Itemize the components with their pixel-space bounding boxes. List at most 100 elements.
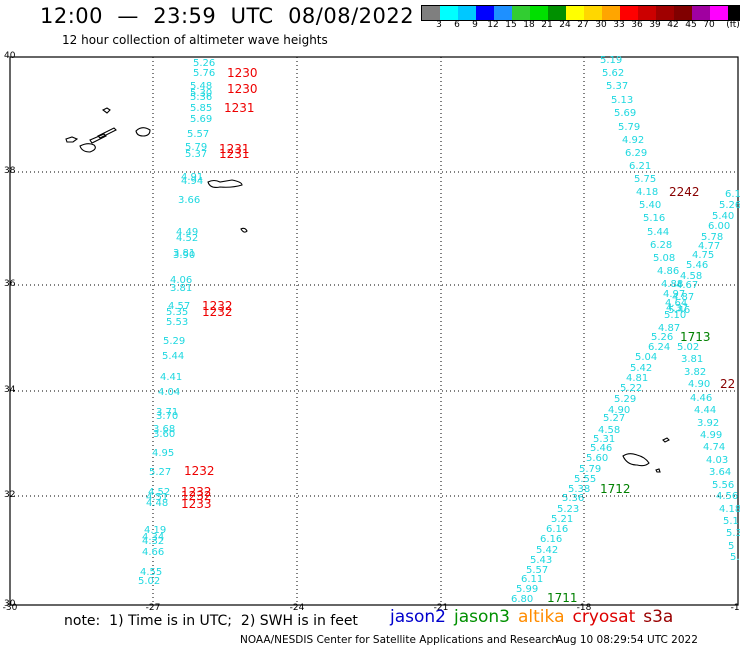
colorbar-swatch [584, 6, 602, 20]
swh-value-middle-track: 4.90 [608, 405, 630, 416]
colorbar-tick: 27 [577, 20, 589, 30]
swh-value-middle-track: 6.29 [625, 148, 647, 159]
lat-label: 34 [4, 385, 16, 395]
colorbar-tick: 15 [505, 20, 517, 30]
colorbar-swatch [458, 6, 476, 20]
lat-label: 36 [4, 279, 16, 289]
swh-value-middle-track: 4.64 [665, 298, 687, 309]
island-outline [97, 127, 117, 139]
swh-value-left-track: 5.27 [149, 467, 171, 478]
colorbar-swatch [566, 6, 584, 20]
colorbar-swatch [638, 6, 656, 20]
swh-value-middle-track: 6.80 [511, 594, 533, 605]
colorbar-tick: 24 [559, 20, 571, 30]
swh-value-left-track: 4.52 [148, 487, 170, 498]
swh-value-left-track: 4.06 [170, 275, 192, 286]
swh-value-middle-track: 5.79 [579, 464, 601, 475]
colorbar-tick: 6 [454, 20, 460, 30]
lat-label: 40 [4, 51, 16, 61]
swh-value-middle-track: 5.10 [664, 310, 686, 321]
swh-value-middle-track: 5.42 [536, 545, 558, 556]
swh-value-middle-track: 6.11 [521, 574, 543, 585]
swh-value-middle-track: 5.44 [647, 227, 669, 238]
colorbar-swatch [656, 6, 674, 20]
swh-value-middle-track: 4.86 [657, 266, 679, 277]
swh-value-right-track: 4.03 [706, 455, 728, 466]
swh-value-middle-track: 4.87 [658, 323, 680, 334]
legend-jason3: jason3 [454, 607, 510, 627]
colorbar-swatch [530, 6, 548, 20]
island-outline [65, 136, 79, 143]
swh-value-right-track: 4.67 [676, 280, 698, 291]
colorbar-swatch [440, 6, 458, 20]
swh-value-right-track: 5.1 [723, 516, 739, 527]
swh-value-left-track: 5.29 [163, 336, 185, 347]
swh-value-middle-track: 5.69 [614, 108, 636, 119]
swh-value-right-track: 3.82 [684, 367, 706, 378]
wave-height-colorbar [421, 5, 740, 21]
swh-value-right-track: 4.44 [694, 405, 716, 416]
swh-value-right-track: 5.46 [686, 260, 708, 271]
legend-jason2: jason2 [390, 607, 446, 627]
swh-value-middle-track: 5.22 [620, 383, 642, 394]
colorbar-tick: 42 [667, 20, 679, 30]
legend-s3a: s3a [643, 607, 674, 627]
swh-value-middle-track: 5.26 [651, 332, 673, 343]
swh-value-right-track: 3.92 [697, 418, 719, 429]
swh-value-middle-track: 4.58 [598, 425, 620, 436]
swh-value-left-track: 5.85 [190, 103, 212, 114]
lat-label: 38 [4, 166, 16, 176]
colorbar-tick: 12 [487, 20, 499, 30]
swh-value-left-track: 4.91 [181, 172, 203, 183]
swh-value-middle-track: 5.13 [611, 95, 633, 106]
time-label-left-track: 1232 [181, 485, 212, 499]
colorbar-tick: 30 [595, 20, 607, 30]
colorbar-swatch [674, 6, 692, 20]
swh-value-left-track: 3.68 [153, 424, 175, 435]
swh-value-middle-track: 5.19 [600, 55, 622, 66]
colorbar-tick: 36 [631, 20, 643, 30]
swh-value-middle-track: 5.37 [606, 81, 628, 92]
swh-value-middle-track: 5.27 [603, 413, 625, 424]
colorbar-swatch [548, 6, 566, 20]
swh-value-middle-track: 5.99 [516, 584, 538, 595]
colorbar-swatch [692, 6, 710, 20]
swh-value-middle-track: 5.75 [634, 174, 656, 185]
lon-label: -15 [730, 603, 740, 613]
colorbar-swatch [602, 6, 620, 20]
swh-value-left-track: 4.52 [176, 233, 198, 244]
swh-value-right-track: 5 [728, 541, 734, 552]
swh-value-right-track: 4.75 [692, 250, 714, 261]
swh-value-left-track: 3.60 [153, 429, 175, 440]
swh-value-right-track: 4.46 [690, 393, 712, 404]
colorbar-swatch [512, 6, 530, 20]
map-frame [9, 56, 739, 606]
legend-altika: altika [518, 607, 565, 627]
swh-value-middle-track: 5.79 [618, 122, 640, 133]
colorbar-swatch [422, 6, 440, 20]
time-label-middle-track: 1711 [547, 591, 578, 605]
swh-value-right-track: 4.56 [716, 491, 738, 502]
colorbar-tick: 39 [649, 20, 661, 30]
swh-value-middle-track: 6.24 [648, 342, 670, 353]
swh-value-left-track: 4.94 [181, 176, 203, 187]
colorbar-swatch [494, 6, 512, 20]
colorbar-swatch [728, 6, 740, 20]
swh-value-right-track: 4.74 [703, 442, 725, 453]
island-outline [240, 227, 248, 233]
swh-value-right-track: 3.64 [709, 467, 731, 478]
swh-value-middle-track: 5.16 [643, 213, 665, 224]
swh-value-middle-track: 4.97 [663, 289, 685, 300]
swh-value-left-track: 5.35 [166, 307, 188, 318]
swh-value-middle-track: 6.16 [546, 524, 568, 535]
colorbar-tick: 70 [703, 20, 715, 30]
swh-value-left-track: 5.57 [187, 129, 209, 140]
swh-value-left-track: 4.55 [140, 567, 162, 578]
colorbar-tick: 45 [685, 20, 697, 30]
swh-value-right-track: 4.87 [672, 292, 694, 303]
swh-value-left-track: 4.04 [158, 387, 180, 398]
colorbar-swatch [476, 6, 494, 20]
time-label-left-track: 1233 [181, 497, 212, 511]
swh-value-right-track: 5.56 [712, 480, 734, 491]
legend-cryosat: cryosat [572, 607, 636, 627]
